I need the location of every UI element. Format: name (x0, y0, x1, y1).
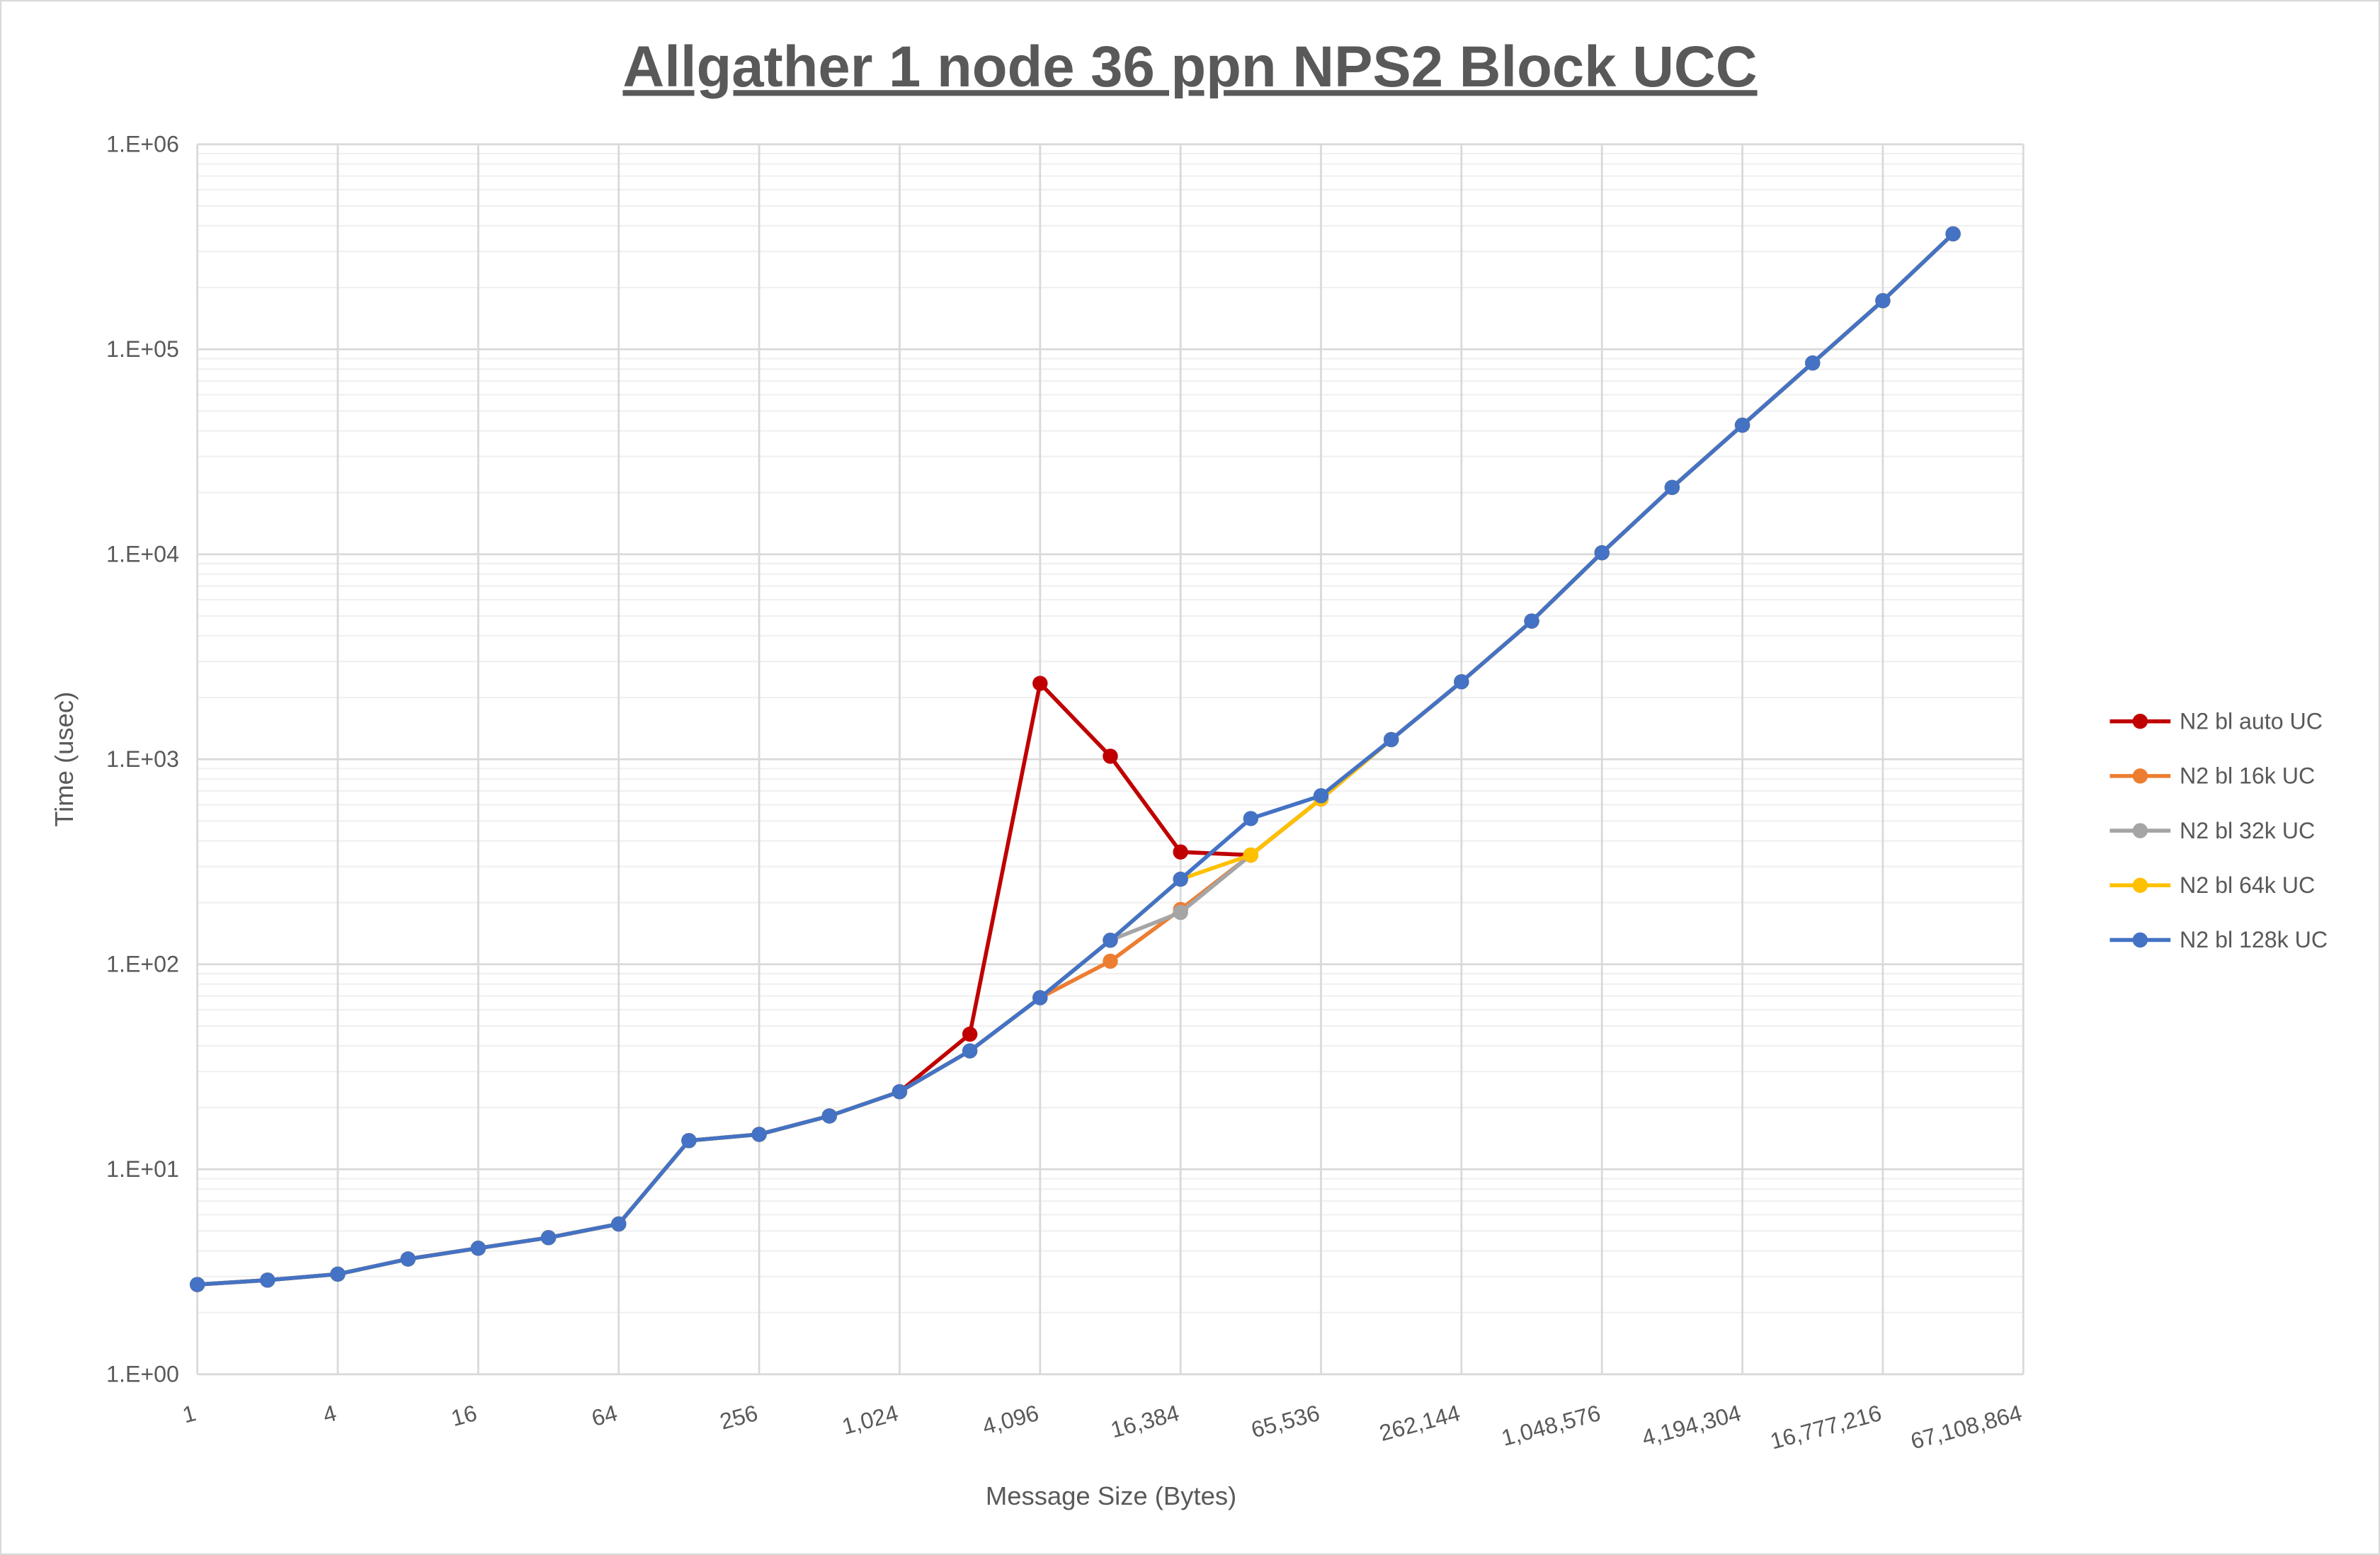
y-tick-label: 1.E+05 (106, 336, 179, 362)
data-point (962, 1043, 978, 1059)
data-point (1664, 479, 1680, 496)
series-n2-bl-128k-uc (189, 226, 1961, 1292)
data-point (1875, 292, 1891, 309)
data-point (1243, 847, 1259, 863)
data-point (1594, 545, 1610, 561)
series-line (197, 232, 1955, 1287)
data-point (681, 1133, 697, 1149)
legend-marker (2132, 768, 2148, 784)
x-tick-label: 64 (589, 1400, 620, 1431)
y-tick-label: 1.E+03 (106, 746, 179, 772)
data-point (892, 1084, 908, 1100)
data-point (1103, 748, 1118, 764)
legend-label: N2 bl 32k UC (2180, 818, 2315, 843)
legend-item: N2 bl auto UC (2109, 708, 2323, 734)
data-point (1734, 417, 1750, 433)
y-tick-label: 1.E+06 (106, 131, 179, 156)
legend-label: N2 bl 128k UC (2180, 927, 2328, 952)
legend-marker (2132, 932, 2148, 948)
data-point (1173, 871, 1188, 887)
y-axis-ticks: 1.E+00 1.E+01 1.E+02 1.E+03 1.E+04 1.E+05 1.E+… (106, 131, 179, 1386)
data-point (1243, 811, 1259, 826)
data-point (1945, 226, 1961, 241)
legend-marker (2132, 713, 2148, 729)
data-point (400, 1251, 416, 1267)
legend: N2 bl auto UC N2 bl 16k UC N2 bl 32k UC N2 … (2109, 708, 2328, 952)
legend-item: N2 bl 64k UC (2109, 872, 2315, 898)
data-point (821, 1108, 837, 1124)
data-point (260, 1272, 275, 1288)
y-tick-label: 1.E+01 (106, 1156, 179, 1182)
legend-item: N2 bl 128k UC (2109, 927, 2328, 952)
data-point (1103, 953, 1118, 969)
plot-area (189, 226, 1961, 1292)
data-point (1313, 788, 1329, 804)
data-point (470, 1241, 486, 1256)
data-point (1454, 674, 1469, 690)
data-point (1032, 676, 1048, 691)
data-point (1524, 613, 1539, 629)
x-tick-label: 16 (448, 1400, 479, 1431)
data-point (1805, 355, 1821, 371)
gridlines (196, 143, 2025, 1376)
data-point (540, 1230, 557, 1246)
y-tick-label: 1.E+04 (106, 541, 179, 566)
legend-item: N2 bl 16k UC (2109, 763, 2315, 789)
y-tick-label: 1.E+02 (106, 951, 179, 976)
legend-marker (2132, 877, 2148, 893)
data-point (1173, 844, 1188, 860)
legend-item: N2 bl 32k UC (2109, 818, 2315, 843)
data-point (611, 1216, 627, 1232)
y-tick-label: 1.E+00 (106, 1362, 179, 1387)
data-point (962, 1026, 978, 1042)
data-point (1383, 731, 1399, 748)
data-point (1103, 933, 1118, 948)
legend-label: N2 bl 64k UC (2180, 872, 2315, 898)
data-point (1173, 904, 1188, 921)
data-point (751, 1127, 767, 1142)
legend-label: N2 bl 16k UC (2180, 763, 2315, 789)
y-axis-label: Time (usec) (50, 692, 79, 827)
legend-marker (2132, 823, 2148, 838)
legend-label: N2 bl auto UC (2180, 708, 2323, 734)
data-point (189, 1277, 205, 1292)
chart-title: Allgather 1 node 36 ppn NPS2 Block UCC (622, 35, 1757, 99)
data-point (1032, 990, 1048, 1006)
data-point (330, 1266, 346, 1282)
x-axis-label: Message Size (Bytes) (986, 1481, 1236, 1510)
